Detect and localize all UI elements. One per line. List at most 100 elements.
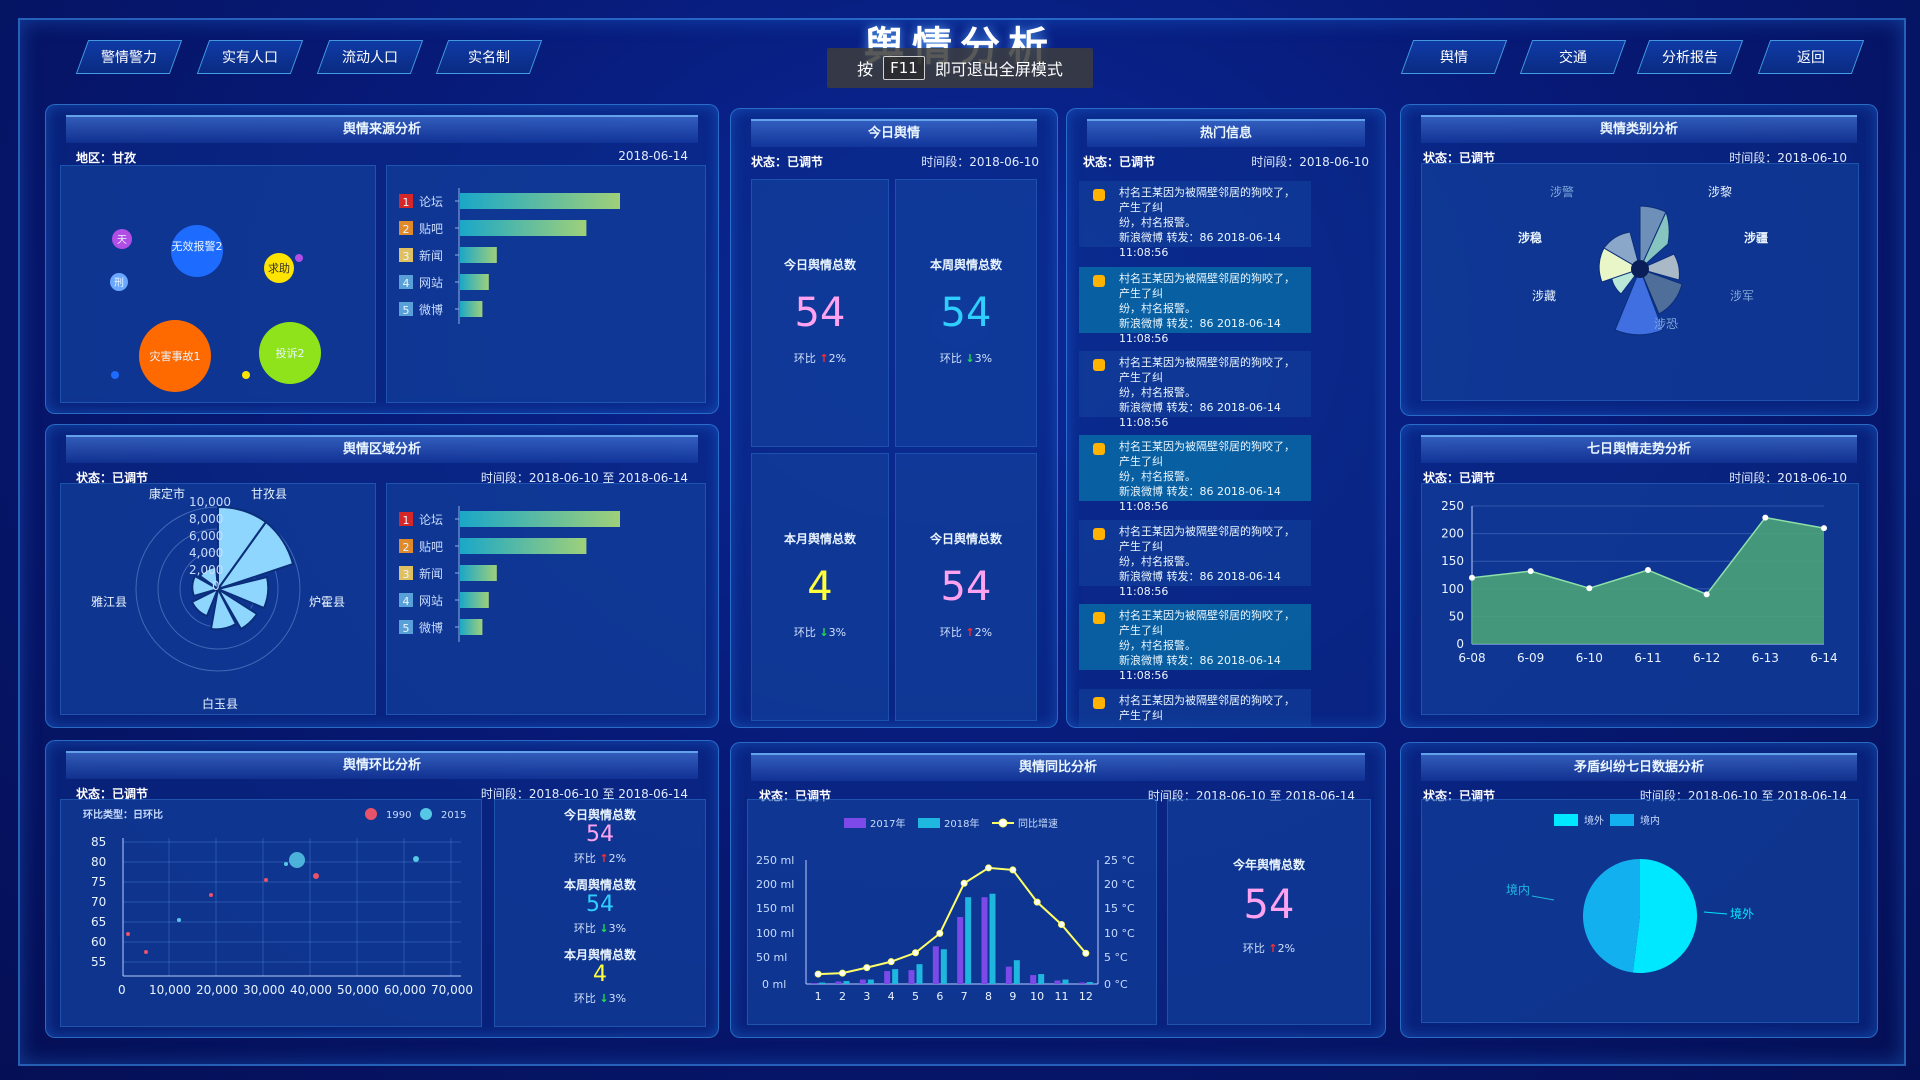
stat-change: 环比 ↓3% xyxy=(573,922,627,935)
growth-point xyxy=(1082,949,1090,957)
scatter-point xyxy=(313,873,319,879)
trend-svg: 0 50 100 150 200 250 6-08 6-09 6-10 6-11 6-12 6-13 6… xyxy=(1441,499,1838,665)
rank-badge xyxy=(399,620,413,634)
card-label: 今日舆情总数 xyxy=(783,258,856,272)
news-item[interactable]: 村名王某因为被隔壁邻居的狗咬了，产生了纠 纷，村名报警。 新浪微博 转发：86 20… xyxy=(1079,520,1311,598)
trend-point xyxy=(1586,585,1593,592)
message-icon xyxy=(1093,443,1105,455)
card-today-total: 今日舆情总数 54 环比 ↑2% xyxy=(751,179,889,447)
bar-2018 xyxy=(989,893,996,984)
nav-button-floating[interactable]: 流动人口 xyxy=(316,40,424,74)
card-today-total-2: 今日舆情总数 54 环比 ↑2% xyxy=(895,453,1037,721)
outer-frame xyxy=(18,18,1906,1066)
news-item[interactable]: 村名王某因为被隔壁邻居的狗咬了，产生了纠 纷，村名报警。 新浪微博 转发：86 20… xyxy=(1079,604,1311,682)
period-label: 时间段：2018-06-10 至 2018-06-14 xyxy=(480,787,688,801)
polar-segment xyxy=(191,574,221,598)
bar-2018 xyxy=(965,897,972,984)
bubble-dot xyxy=(242,371,250,379)
x-tick: 11 xyxy=(1055,990,1069,1003)
growth-point xyxy=(1009,866,1017,874)
y2-tick: 15 °C xyxy=(1104,902,1135,915)
nav-button-residents[interactable]: 实有人口 xyxy=(196,40,304,74)
legend-2015: 2015 xyxy=(441,810,466,821)
card-value: 54 xyxy=(794,290,846,336)
place-label: 甘孜县 xyxy=(251,487,287,501)
scatter-point xyxy=(177,918,181,922)
pie-label-out: 境外 xyxy=(1730,906,1754,921)
nav-button-realname[interactable]: 实名制 xyxy=(435,40,543,74)
news-item[interactable]: 村名王某因为被隔壁邻居的狗咬了，产生了纠 纷，村名报警。 新浪微博 转发：86 20… xyxy=(1079,351,1311,429)
trend-point xyxy=(1762,514,1769,521)
legend-dot-2015 xyxy=(420,808,432,820)
bar-2018 xyxy=(1013,960,1020,984)
y-tick: 50 ml xyxy=(756,951,787,964)
polar-axis-label: 2,000 xyxy=(189,563,223,577)
place-label: 炉霍县 xyxy=(309,595,345,609)
growth-point xyxy=(960,879,968,887)
place-label: 白玉县 xyxy=(202,696,238,711)
polar-segment xyxy=(198,565,220,592)
arrow-up-icon: ↑ xyxy=(819,352,829,365)
rose-segment xyxy=(1638,253,1680,281)
y-tick: 250 xyxy=(1441,499,1464,513)
bar-2018 xyxy=(1062,979,1069,984)
bubble-dot xyxy=(111,371,119,379)
y-tick: 55 xyxy=(91,955,106,969)
panel-category: 舆情类别分析 状态：已调节 时间段：2018-06-10 涉警 涉黎 涉稳 涉疆… xyxy=(1400,104,1878,416)
bar-2017 xyxy=(1054,980,1061,984)
rank-category: 贴吧 xyxy=(419,540,443,554)
status-label: 状态：已调节 xyxy=(751,155,824,169)
card-value: 54 xyxy=(940,290,992,336)
y-tick: 85 xyxy=(91,835,106,849)
message-icon xyxy=(1093,275,1105,287)
x-tick: 8 xyxy=(985,990,992,1003)
x-tick: 4 xyxy=(888,990,895,1003)
rank-badge xyxy=(399,566,413,580)
rank-badge xyxy=(399,302,413,316)
arrow-up-icon: ↑ xyxy=(1268,942,1278,955)
stat-label: 本周舆情总数 xyxy=(563,878,636,892)
nav-button-opinion[interactable]: 舆情 xyxy=(1400,40,1508,74)
y2-tick: 20 °C xyxy=(1104,878,1135,891)
x-tick: 9 xyxy=(1009,990,1016,1003)
panel-today: 今日舆情 状态：已调节 时间段：2018-06-10 今日舆情总数 54 环比 … xyxy=(730,108,1058,728)
nav-button-back[interactable]: 返回 xyxy=(1757,40,1865,74)
news-item[interactable]: 村名王某因为被隔壁邻居的狗咬了，产生了纠 纷，村名报警。 新浪微博 转发：86 20… xyxy=(1079,181,1311,259)
pie-chart: 境外 境内 境内 境外 xyxy=(1421,799,1859,1023)
rank-bar xyxy=(460,193,620,209)
bar-2017 xyxy=(811,983,818,984)
trend-area xyxy=(1472,517,1824,644)
nav-button-police[interactable]: 警情警力 xyxy=(75,40,183,74)
news-item[interactable]: 村名王某因为被隔壁邻居的狗咬了，产生了纠 纷，村名报警。 新浪微博 转发：86 20… xyxy=(1079,267,1311,345)
x-tick: 60,000 xyxy=(384,983,426,997)
stat-label: 今日舆情总数 xyxy=(563,808,636,822)
bubble-help xyxy=(264,253,294,283)
legend-swatch-growth xyxy=(998,818,1008,828)
news-item[interactable]: 村名王某因为被隔壁邻居的狗咬了，产生了纠 xyxy=(1079,689,1311,727)
news-item[interactable]: 村名王某因为被隔壁邻居的狗咬了，产生了纠 纷，村名报警。 新浪微博 转发：86 20… xyxy=(1079,435,1311,513)
rank-category: 新闻 xyxy=(419,566,443,581)
bubble-label: 投诉2 xyxy=(276,346,305,360)
x-tick: 6-12 xyxy=(1693,651,1720,665)
legend-swatch-in xyxy=(1610,814,1634,826)
arrow-up-icon: ↑ xyxy=(599,852,609,865)
rank-bar xyxy=(460,592,489,608)
message-icon xyxy=(1093,359,1105,371)
bar-2018 xyxy=(940,949,947,984)
panel-ring: 舆情环比分析 状态：已调节 时间段：2018-06-10 至 2018-06-1… xyxy=(45,740,719,1038)
rank-number: 5 xyxy=(403,622,410,635)
nav-button-report[interactable]: 分析报告 xyxy=(1636,40,1744,74)
growth-point xyxy=(1033,898,1041,906)
fullscreen-hint-press: 按 xyxy=(857,60,874,79)
rank-number: 1 xyxy=(403,514,410,527)
x-tick: 40,000 xyxy=(290,983,332,997)
scatter-point xyxy=(209,893,213,897)
arrow-down-icon: ↓ xyxy=(599,992,609,1005)
rank-bars-region: 1 论坛 2 贴吧 3 新闻 4 网站 5 微博 xyxy=(399,506,620,642)
bubble-disaster xyxy=(139,320,211,392)
bar-2017 xyxy=(1078,982,1085,984)
nav-button-traffic[interactable]: 交通 xyxy=(1519,40,1627,74)
x-tick: 0 xyxy=(118,983,126,997)
rank-number: 2 xyxy=(403,541,410,554)
panel-title: 舆情区域分析 xyxy=(66,435,698,463)
